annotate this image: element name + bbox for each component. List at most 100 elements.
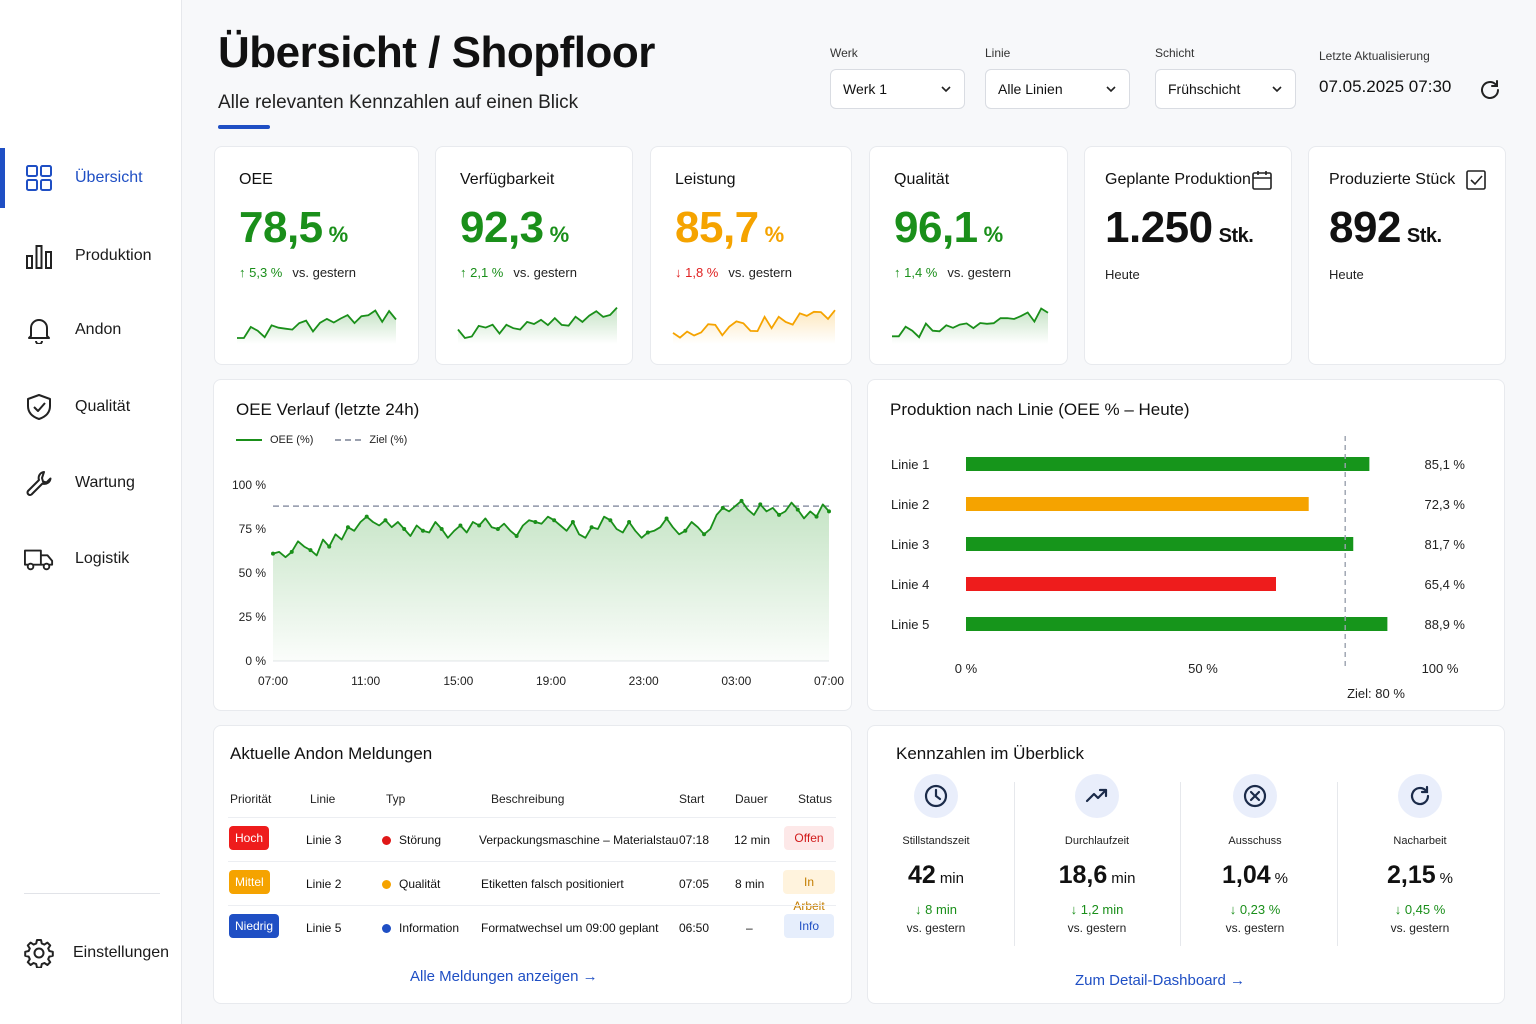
overview-label: Durchlaufzeit: [1064, 835, 1130, 847]
sparkline-line: [457, 306, 618, 339]
kpi-unit: %: [983, 222, 1004, 247]
refresh-icon: [1398, 774, 1442, 818]
oee-point: [683, 528, 688, 533]
col-header-status: Status: [798, 792, 833, 806]
kpi-unit: %: [549, 222, 570, 247]
sparkline-line: [672, 309, 836, 339]
kpi-number: 78,5: [239, 203, 323, 252]
sparkline-area: [673, 310, 835, 344]
overview-item-ausschuss[interactable]: Ausschuss 1,04% ↓ 0,23 % vs. gestern: [1180, 774, 1330, 935]
bar-value-label: 81,7 %: [1425, 537, 1466, 552]
kpi-number: 92,3: [460, 203, 544, 252]
kpi-title: Leistung: [675, 171, 736, 188]
y-tick-label: 75 %: [239, 522, 267, 536]
kpi-card-produzierte-stueck[interactable]: Produzierte Stück 892 Stk. Heute: [1308, 146, 1506, 365]
kpi-card-qualitaet[interactable]: Qualität 96,1% ↑ 1,4 % vs. gestern: [869, 146, 1068, 365]
linie-select[interactable]: Alle Linien: [985, 69, 1130, 109]
bar-category-label: Linie 1: [891, 457, 929, 472]
cell-description: Verpackungsmaschine – Materialstau: [479, 833, 679, 847]
type-label: Qualität: [399, 877, 441, 891]
andon-card: Aktuelle Andon Meldungen Priorität Linie…: [213, 725, 852, 1004]
oee-point: [420, 528, 425, 533]
x-tick-label: 15:00: [443, 674, 473, 688]
table-row[interactable]: Hoch Linie 3 Störung Verpackungsmaschine…: [228, 817, 836, 861]
overview-item-durchlaufzeit[interactable]: Durchlaufzeit 18,6 min ↓ 1,2 min vs. gest…: [1022, 774, 1172, 935]
kpi-title: Verfügbarkeit: [460, 171, 555, 188]
legend-swatch: [335, 439, 362, 441]
bell-icon: [24, 315, 54, 345]
refresh-icon[interactable]: [1478, 78, 1502, 102]
oee-point: [552, 518, 557, 523]
cell-line: Linie 2: [306, 877, 342, 891]
table-row[interactable]: Mittel Linie 2 Qualität Etiketten falsch…: [228, 861, 836, 913]
x-tick-label: 07:00: [814, 674, 844, 688]
kpi-card-oee[interactable]: OEE 78,5% ↑ 5,3 % vs. gestern: [214, 146, 419, 365]
y-tick-label: 100 %: [232, 478, 266, 492]
sidebar-item-produktion[interactable]: Produktion: [0, 226, 182, 286]
sidebar-item-einstellungen[interactable]: Einstellungen: [0, 923, 182, 983]
overview-unit: min: [1111, 870, 1136, 887]
sparkline-area: [458, 307, 617, 344]
page-title: Übersicht / Shopfloor: [218, 28, 655, 77]
oee-point: [758, 502, 763, 507]
overview-unit: min: [939, 870, 964, 887]
overview-delta: ↓ 0,23 %: [1229, 902, 1281, 917]
bar: [966, 577, 1276, 591]
all-messages-link[interactable]: Alle Meldungen anzeigen →: [410, 968, 598, 985]
kpi-unit: Stk.: [1218, 225, 1254, 247]
cell-description: Etiketten falsch positioniert: [481, 877, 624, 891]
overview-vs: vs. gestern: [906, 921, 966, 935]
sidebar-item-logistik[interactable]: Logistik: [0, 529, 182, 589]
bar-value-label: 72,3 %: [1425, 497, 1466, 512]
overview-number: 18,6: [1058, 861, 1108, 889]
kpi-card-verfuegbarkeit[interactable]: Verfügbarkeit 92,3% ↑ 2,1 % vs. gestern: [435, 146, 633, 365]
chevron-down-icon: [1272, 86, 1282, 93]
table-row[interactable]: Niedrig Linie 5 Information Formatwechse…: [228, 905, 836, 949]
sidebar-item-qualitaet[interactable]: Qualität: [0, 377, 182, 437]
bar: [966, 457, 1370, 471]
kpi-number: 85,7: [675, 203, 759, 252]
overview-delta: ↓ 1,2 min: [1070, 902, 1124, 917]
chevron-down-icon: [1106, 86, 1116, 93]
detail-dashboard-link[interactable]: Zum Detail-Dashboard →: [1075, 972, 1246, 989]
grid-icon: [24, 163, 54, 193]
col-header-start: Start: [679, 792, 705, 806]
sidebar-item-andon[interactable]: Andon: [0, 300, 182, 360]
overview-number: 1,04: [1221, 861, 1271, 889]
overview-item-nacharbeit[interactable]: Nacharbeit 2,15% ↓ 0,45 % vs. gestern: [1345, 774, 1495, 935]
kpi-card-leistung[interactable]: Leistung 85,7% ↓ 1,8 % vs. gestern: [650, 146, 852, 365]
x-circle-icon: [1233, 774, 1277, 818]
cell-type: Information: [382, 921, 459, 935]
type-label: Störung: [399, 833, 442, 847]
last-update-label: Letzte Aktualisierung: [1319, 49, 1430, 63]
sidebar-item-wartung[interactable]: Wartung: [0, 453, 182, 513]
type-dot: [382, 880, 391, 890]
target-label: Ziel: 80 %: [1347, 686, 1405, 701]
shield-check-icon: [24, 392, 54, 422]
bar: [966, 497, 1309, 511]
legend-item-ziel: Ziel (%): [335, 434, 407, 446]
schicht-select[interactable]: Frühschicht: [1155, 69, 1296, 109]
filter-label: Schicht: [1155, 46, 1195, 60]
filter-schicht: Schicht Frühschicht: [1155, 46, 1296, 109]
schicht-select-value: Frühschicht: [1168, 81, 1241, 97]
sidebar-item-label: Einstellungen: [73, 944, 170, 961]
x-tick-label: 50 %: [1188, 661, 1218, 676]
legend-label: OEE (%): [270, 434, 314, 446]
werk-select[interactable]: Werk 1: [830, 69, 965, 109]
kpi-card-geplante-produktion[interactable]: Geplante Produktion 1.250 Stk. Heute: [1084, 146, 1292, 365]
sidebar-item-uebersicht[interactable]: Übersicht: [0, 148, 182, 208]
kpi-unit: %: [764, 222, 785, 247]
oee-point: [777, 512, 782, 517]
oee-sparkline: [237, 309, 397, 344]
overview-label: Nacharbeit: [1393, 835, 1447, 847]
oee-area: [273, 500, 829, 661]
overview-item-stillstandszeit[interactable]: Stillstandszeit 42 min ↓ 8 min vs. gester…: [861, 774, 1011, 935]
col-header-dauer: Dauer: [735, 792, 768, 806]
status-badge: In Arbeit: [783, 870, 835, 913]
qualitaet-sparkline: [892, 307, 1049, 344]
kpi-title: Geplante Produktion: [1105, 171, 1251, 188]
kpi-number: 96,1: [894, 203, 978, 252]
overview-delta: ↓ 0,45 %: [1394, 902, 1446, 917]
kpi-number: 892: [1329, 203, 1401, 252]
